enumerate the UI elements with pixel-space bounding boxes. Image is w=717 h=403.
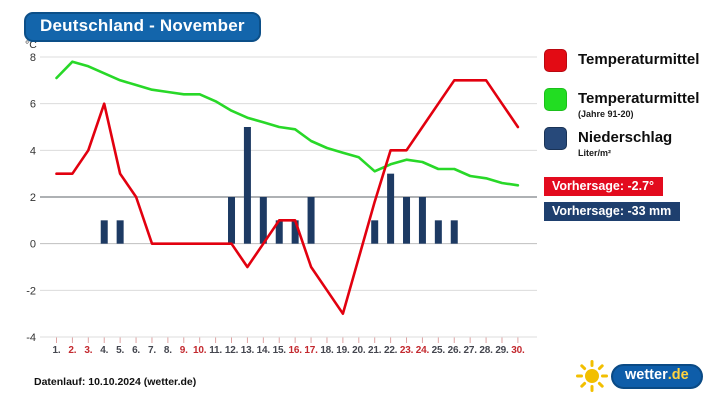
precip-bar — [403, 196, 411, 244]
x-day-label: 10. — [193, 345, 207, 356]
wetter-de-logo: wetter .de — [576, 360, 703, 392]
precip-bar — [100, 220, 108, 244]
sun-icon — [576, 360, 608, 392]
x-day-label: 9. — [180, 345, 188, 356]
x-day-label: 17. — [304, 345, 318, 356]
precip-bar — [450, 220, 458, 244]
legend-item-climate-mean: Temperaturmittel (Jahre 91-20) — [544, 88, 699, 119]
y-tick-label: -2 — [26, 285, 36, 297]
y-tick-label: 4 — [30, 145, 36, 157]
precip-bar — [418, 196, 426, 244]
logo-name: wetter — [625, 367, 668, 383]
page-title: Deutschland - November — [24, 12, 261, 42]
precip-bar — [434, 220, 442, 244]
x-day-label: 4. — [100, 345, 108, 356]
x-day-label: 22. — [384, 345, 398, 356]
x-day-label: 3. — [84, 345, 92, 356]
x-day-label: 13. — [241, 345, 255, 356]
x-day-label: 8. — [164, 345, 172, 356]
climate-mean-line — [55, 60, 520, 187]
x-day-label: 7. — [148, 345, 156, 356]
y-tick-label: 8 — [30, 52, 36, 64]
x-day-label: 26. — [448, 345, 462, 356]
precip-bar — [243, 126, 251, 244]
precipitation-forecast-badge: Vorhersage: -33 mm — [544, 202, 681, 221]
x-day-label: 1. — [53, 345, 61, 356]
x-day-label: 20. — [352, 345, 366, 356]
legend-sublabel: Liter/m² — [578, 148, 612, 158]
y-tick-label: 0 — [30, 239, 36, 251]
x-day-label: 6. — [132, 345, 140, 356]
legend-label: Niederschlag — [578, 129, 673, 146]
x-day-label: 18. — [320, 345, 334, 356]
legend-item-temperature: Temperaturmittel — [544, 49, 699, 72]
x-day-label: 2. — [68, 345, 76, 356]
x-day-label: 11. — [209, 345, 222, 356]
wetter-de-wordmark: wetter .de — [611, 363, 703, 389]
legend-sublabel: (Jahre 91-20) — [578, 109, 634, 119]
x-day-label: 12. — [225, 345, 239, 356]
temperature-mean-swatch-icon — [544, 49, 567, 72]
precip-bar — [259, 196, 267, 244]
data-run-note: Datenlauf: 10.10.2024 (wetter.de) — [34, 376, 197, 388]
legend-item-precipitation: Niederschlag Liter/m² — [544, 127, 672, 158]
precip-bar — [291, 220, 299, 244]
temperature-mean-line — [55, 79, 520, 316]
climate-mean-swatch-icon — [544, 88, 567, 111]
x-day-label: 28. — [479, 345, 493, 356]
x-day-label: 19. — [336, 345, 350, 356]
precip-bar — [307, 196, 315, 244]
x-day-label: 24. — [416, 345, 430, 356]
logo-tld: .de — [667, 367, 689, 383]
precip-bar — [116, 220, 124, 244]
x-day-label: 15. — [273, 345, 287, 356]
precip-bar — [275, 220, 283, 244]
precip-bar — [371, 220, 379, 244]
x-day-label: 29. — [495, 345, 509, 356]
x-day-label: 21. — [368, 345, 382, 356]
y-tick-label: 2 — [30, 192, 36, 204]
legend-label: Temperaturmittel — [578, 90, 700, 107]
x-day-label: 27. — [464, 345, 478, 356]
y-axis-unit: °C — [25, 39, 37, 51]
legend-label: Temperaturmittel — [578, 51, 700, 68]
y-tick-label: -4 — [26, 332, 36, 344]
temperature-forecast-badge: Vorhersage: -2.7° — [544, 177, 664, 196]
x-day-label: 25. — [432, 345, 446, 356]
precip-bar — [387, 173, 395, 244]
x-day-label: 16. — [288, 345, 302, 356]
y-tick-label: 6 — [30, 99, 36, 111]
x-day-label: 23. — [400, 345, 414, 356]
x-day-label: 14. — [257, 345, 271, 356]
x-day-label: 30. — [511, 345, 525, 356]
precipitation-swatch-icon — [544, 127, 567, 150]
precip-bar — [228, 196, 236, 244]
x-day-label: 5. — [116, 345, 124, 356]
